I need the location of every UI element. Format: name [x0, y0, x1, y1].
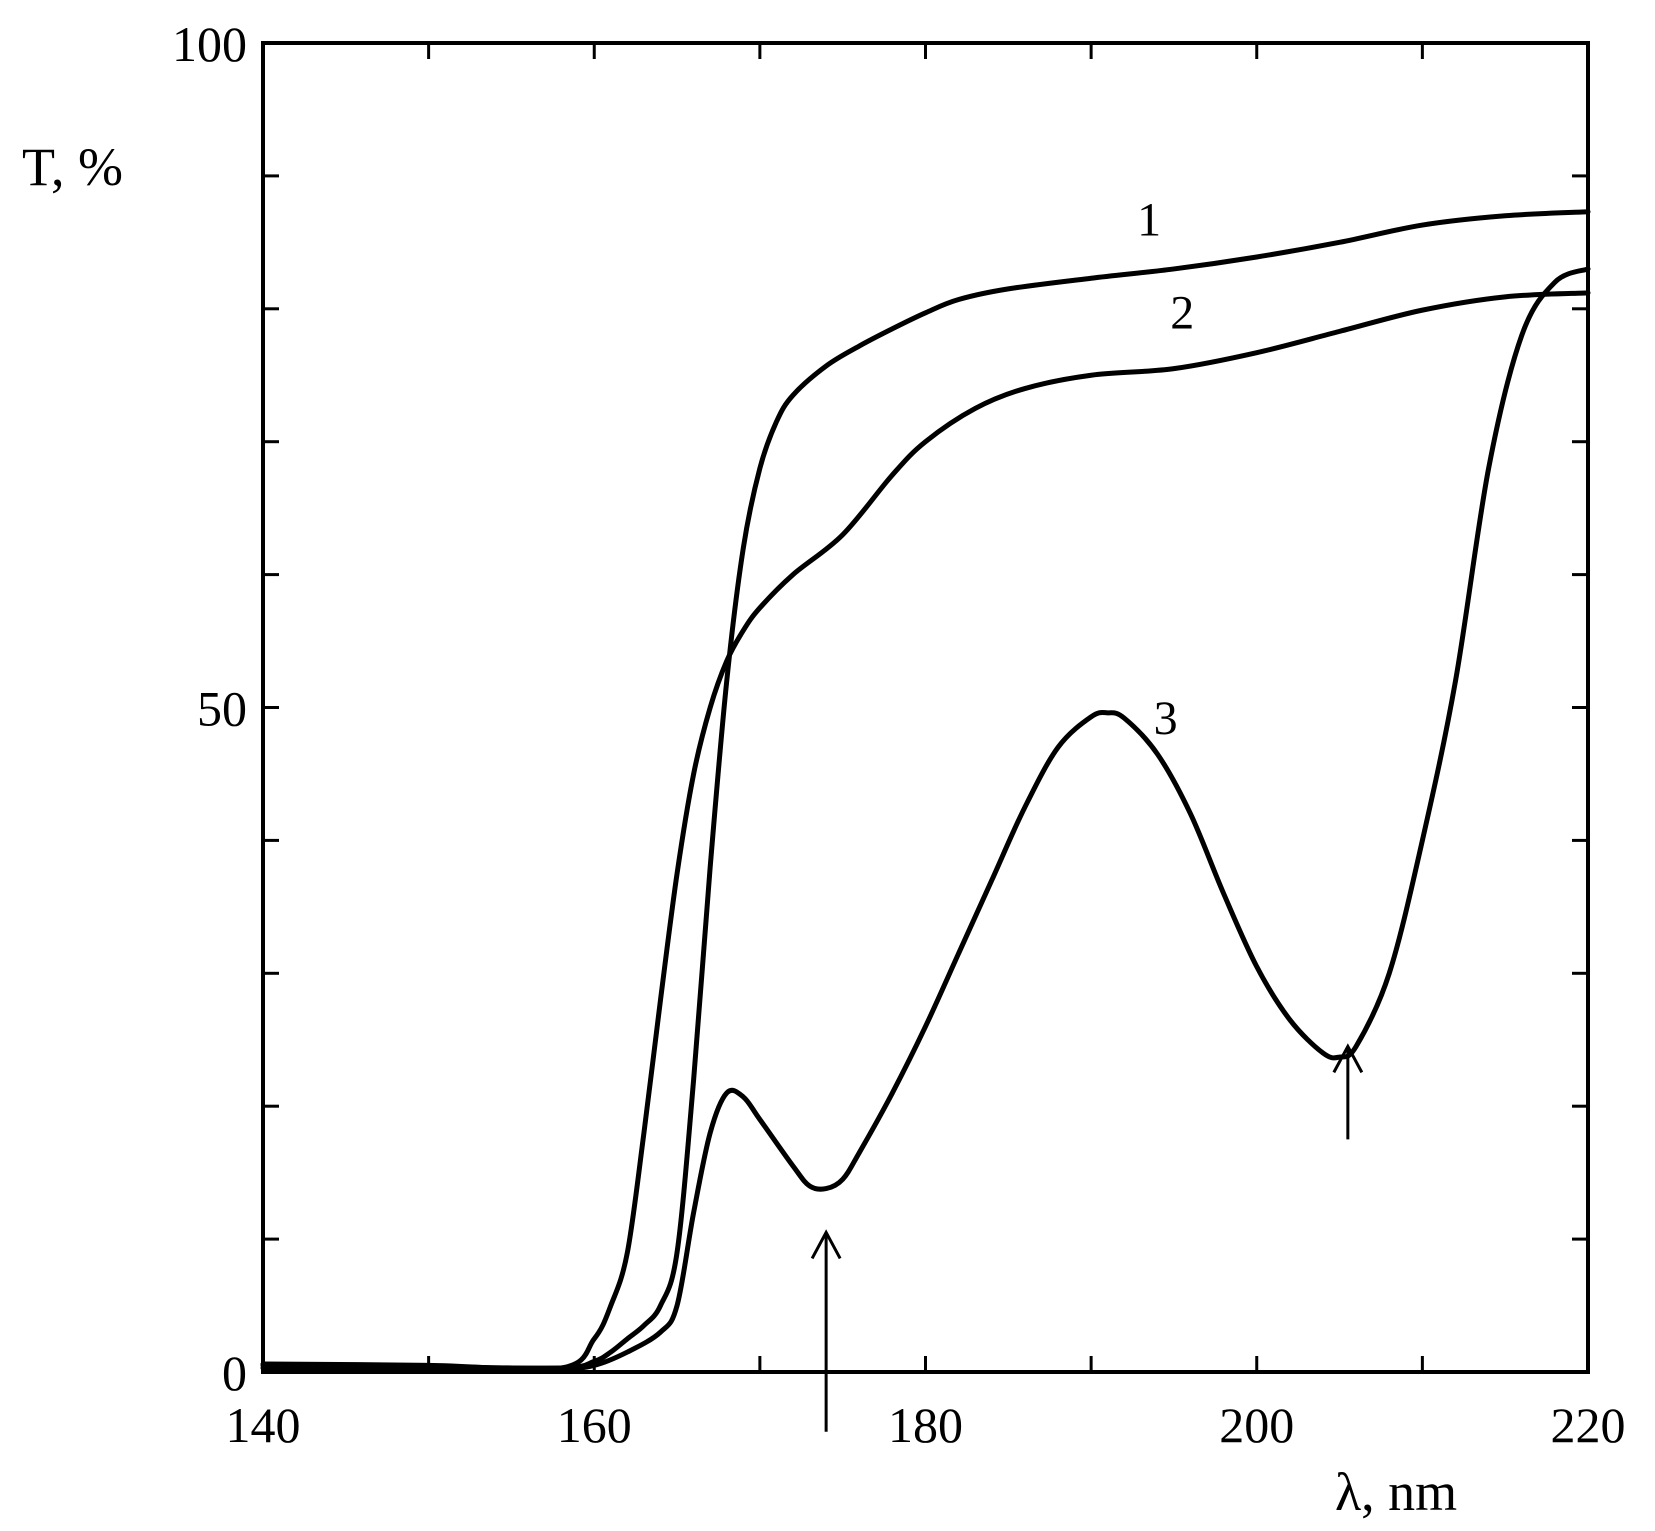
tick-labels: 140 160 180 200 220 0 50 100 — [172, 16, 1626, 1453]
arrow-up-marker — [1332, 1043, 1364, 1140]
series-1-line — [260, 209, 1591, 1371]
y-tick-label: 100 — [172, 16, 247, 72]
y-tick-label: 50 — [197, 681, 247, 737]
x-tick-label: 160 — [557, 1397, 632, 1453]
annotations — [810, 1043, 1364, 1432]
plot-area — [261, 41, 1590, 1374]
plot-frame — [261, 41, 1590, 1374]
curves: 12 3 — [260, 194, 1591, 1373]
x-tick-label: 200 — [1219, 1397, 1294, 1453]
series-3-line — [260, 266, 1591, 1371]
y-axis-label: T, % — [22, 137, 123, 197]
series-1-label: 1 — [1137, 194, 1161, 247]
y-tick-label: 0 — [222, 1345, 247, 1401]
x-tick-label: 220 — [1551, 1397, 1626, 1453]
arrow-up-marker — [810, 1229, 842, 1432]
x-tick-label: 180 — [888, 1397, 963, 1453]
series-2-line — [260, 290, 1591, 1373]
x-axis-label: λ, nm — [1335, 1462, 1457, 1522]
series-3-label: 3 — [1154, 692, 1178, 745]
x-tick-label: 140 — [226, 1397, 301, 1453]
axis-ticks — [261, 41, 1590, 1374]
series-2-label: 2 — [1170, 287, 1194, 340]
